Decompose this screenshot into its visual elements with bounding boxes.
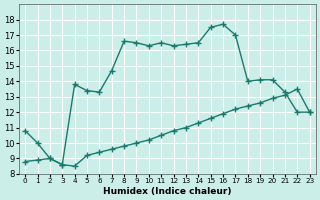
X-axis label: Humidex (Indice chaleur): Humidex (Indice chaleur) (103, 187, 232, 196)
